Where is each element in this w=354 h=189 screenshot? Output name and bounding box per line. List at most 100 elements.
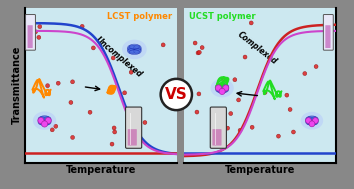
- FancyBboxPatch shape: [325, 25, 331, 48]
- Circle shape: [56, 81, 60, 85]
- Ellipse shape: [129, 44, 139, 49]
- Ellipse shape: [221, 84, 229, 89]
- Ellipse shape: [306, 117, 313, 122]
- Circle shape: [122, 91, 127, 95]
- Circle shape: [229, 112, 233, 115]
- Circle shape: [143, 120, 147, 125]
- Ellipse shape: [216, 84, 223, 89]
- Ellipse shape: [127, 45, 135, 50]
- Circle shape: [233, 78, 237, 82]
- Ellipse shape: [216, 84, 229, 92]
- Ellipse shape: [301, 112, 323, 130]
- Ellipse shape: [216, 87, 223, 92]
- X-axis label: Temperature: Temperature: [66, 165, 136, 175]
- Ellipse shape: [44, 120, 51, 125]
- Circle shape: [197, 50, 201, 54]
- Ellipse shape: [38, 117, 51, 124]
- Ellipse shape: [38, 120, 45, 125]
- Circle shape: [88, 110, 92, 114]
- Ellipse shape: [38, 117, 45, 122]
- Ellipse shape: [307, 116, 316, 120]
- Circle shape: [196, 51, 200, 55]
- Y-axis label: Transmittance: Transmittance: [12, 46, 22, 124]
- Ellipse shape: [44, 117, 51, 122]
- Circle shape: [50, 128, 54, 132]
- Ellipse shape: [211, 79, 234, 97]
- Circle shape: [197, 92, 201, 96]
- FancyBboxPatch shape: [126, 107, 142, 148]
- Circle shape: [112, 126, 116, 130]
- Circle shape: [45, 117, 51, 124]
- Circle shape: [285, 93, 289, 97]
- Circle shape: [46, 84, 50, 88]
- Circle shape: [69, 100, 73, 105]
- Circle shape: [37, 35, 41, 39]
- Circle shape: [291, 130, 295, 134]
- Ellipse shape: [306, 120, 313, 125]
- Circle shape: [250, 125, 254, 129]
- Circle shape: [223, 85, 229, 91]
- Text: Complexed: Complexed: [236, 30, 279, 66]
- Ellipse shape: [33, 112, 56, 130]
- Circle shape: [70, 80, 75, 84]
- Ellipse shape: [311, 117, 318, 122]
- Ellipse shape: [221, 87, 229, 92]
- Circle shape: [111, 56, 115, 60]
- Circle shape: [32, 22, 36, 26]
- Text: Uncomplexed: Uncomplexed: [93, 35, 144, 79]
- Circle shape: [216, 85, 222, 91]
- Circle shape: [243, 55, 247, 59]
- Circle shape: [38, 25, 42, 29]
- FancyBboxPatch shape: [212, 129, 222, 146]
- Circle shape: [219, 88, 225, 94]
- Ellipse shape: [40, 116, 50, 120]
- Circle shape: [113, 130, 117, 134]
- X-axis label: Temperature: Temperature: [225, 165, 295, 175]
- Circle shape: [303, 71, 307, 76]
- Circle shape: [238, 128, 242, 132]
- Circle shape: [225, 126, 230, 130]
- FancyBboxPatch shape: [25, 15, 35, 50]
- Circle shape: [80, 24, 84, 28]
- Ellipse shape: [133, 48, 141, 54]
- Circle shape: [276, 134, 280, 138]
- FancyBboxPatch shape: [323, 15, 333, 50]
- Circle shape: [193, 41, 197, 45]
- Circle shape: [38, 117, 44, 124]
- Circle shape: [161, 43, 165, 47]
- Ellipse shape: [217, 88, 227, 93]
- Ellipse shape: [129, 50, 139, 55]
- Circle shape: [195, 110, 199, 114]
- FancyBboxPatch shape: [28, 25, 33, 48]
- Ellipse shape: [133, 45, 141, 50]
- Circle shape: [200, 46, 204, 50]
- Ellipse shape: [127, 48, 135, 54]
- Text: VS: VS: [165, 87, 188, 102]
- FancyBboxPatch shape: [210, 107, 227, 148]
- Circle shape: [129, 70, 133, 74]
- Circle shape: [314, 64, 318, 69]
- Ellipse shape: [122, 40, 147, 59]
- Circle shape: [41, 121, 47, 127]
- Circle shape: [91, 46, 95, 50]
- Text: UCST polymer: UCST polymer: [189, 12, 255, 21]
- Ellipse shape: [306, 117, 318, 124]
- Circle shape: [110, 142, 114, 146]
- Ellipse shape: [127, 46, 141, 53]
- Circle shape: [34, 30, 38, 34]
- FancyBboxPatch shape: [128, 129, 137, 146]
- Ellipse shape: [40, 121, 50, 126]
- Ellipse shape: [307, 121, 316, 125]
- Circle shape: [313, 118, 318, 124]
- Circle shape: [54, 124, 58, 128]
- Circle shape: [236, 98, 240, 102]
- Circle shape: [249, 21, 253, 25]
- Circle shape: [288, 108, 292, 112]
- Circle shape: [221, 77, 225, 81]
- Ellipse shape: [217, 83, 227, 88]
- Circle shape: [263, 90, 267, 94]
- Ellipse shape: [311, 120, 318, 125]
- Circle shape: [70, 135, 75, 139]
- Circle shape: [309, 121, 315, 127]
- Text: LCST polymer: LCST polymer: [107, 12, 172, 21]
